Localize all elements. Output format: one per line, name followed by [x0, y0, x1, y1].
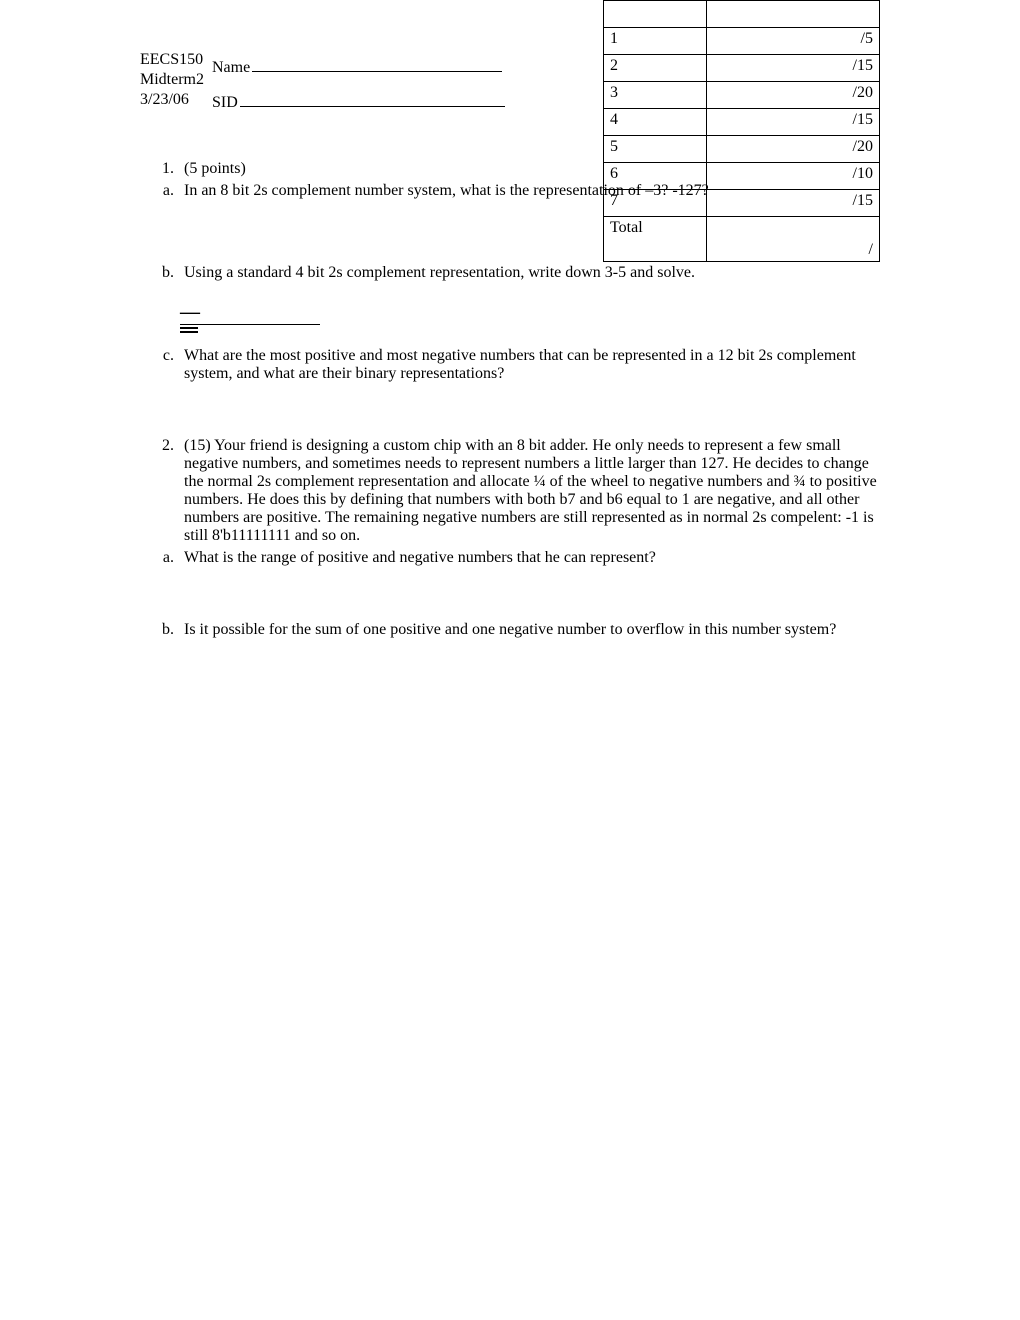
table-row: [604, 1, 880, 28]
q2a-row: a. What is the range of positive and neg…: [140, 549, 880, 567]
table-row: Total/: [604, 217, 880, 262]
table-row: 5/20: [604, 136, 880, 163]
score-label: [604, 1, 707, 28]
table-row: 3/20: [604, 82, 880, 109]
sid-row: SID: [212, 85, 505, 120]
q1b-marker: b.: [140, 264, 184, 282]
q2b-text: Is it possible for the sum of one positi…: [184, 621, 880, 639]
table-row: 1/5: [604, 28, 880, 55]
minus-icon: —: [180, 302, 198, 322]
q2-text: (15) Your friend is designing a custom c…: [184, 437, 880, 545]
exam-name: Midterm2: [140, 70, 204, 90]
q1c-row: c. What are the most positive and most n…: [140, 347, 880, 383]
gap-q2a: [140, 571, 880, 621]
page: 1/52/153/204/155/206/107/15Total/ EECS15…: [0, 0, 1020, 683]
math-rule: [180, 324, 320, 325]
course-code: EECS150: [140, 50, 204, 70]
name-label: Name: [212, 59, 250, 76]
sid-blank[interactable]: [240, 90, 505, 107]
q1-marker: 1.: [140, 160, 184, 178]
course-info: EECS150 Midterm2 3/23/06: [140, 50, 204, 110]
score-points: /: [707, 217, 880, 262]
score-table-body: 1/52/153/204/155/206/107/15Total/: [604, 1, 880, 262]
score-points: /20: [707, 82, 880, 109]
q2-marker: 2.: [140, 437, 184, 545]
score-label: 5: [604, 136, 707, 163]
q2b-row: b. Is it possible for the sum of one pos…: [140, 621, 880, 639]
score-points: /10: [707, 163, 880, 190]
q1a-marker: a.: [140, 182, 184, 200]
equals-top: [180, 327, 198, 329]
exam-date: 3/23/06: [140, 90, 204, 110]
table-row: 4/15: [604, 109, 880, 136]
q1c-marker: c.: [140, 347, 184, 383]
score-label: 1: [604, 28, 707, 55]
score-points: /20: [707, 136, 880, 163]
score-points: /5: [707, 28, 880, 55]
score-label: 4: [604, 109, 707, 136]
name-sid-block: Name SID: [212, 50, 505, 120]
score-table: 1/52/153/204/155/206/107/15Total/: [603, 0, 880, 262]
name-row: Name: [212, 50, 505, 85]
score-points: /15: [707, 109, 880, 136]
score-label: 7: [604, 190, 707, 217]
score-label: 3: [604, 82, 707, 109]
q2a-marker: a.: [140, 549, 184, 567]
gap-q1c: [140, 387, 880, 437]
table-row: 6/10: [604, 163, 880, 190]
subtraction-template: —: [180, 302, 320, 333]
math-top-row: —: [180, 302, 320, 322]
table-row: 2/15: [604, 55, 880, 82]
score-label: 6: [604, 163, 707, 190]
sid-label: SID: [212, 94, 238, 111]
score-points: /15: [707, 55, 880, 82]
score-label: Total: [604, 217, 707, 262]
equals-bottom: [180, 331, 198, 333]
score-points: /15: [707, 190, 880, 217]
q2a-text: What is the range of positive and negati…: [184, 549, 880, 567]
q1b-text: Using a standard 4 bit 2s complement rep…: [184, 264, 880, 282]
score-points: [707, 1, 880, 28]
name-blank[interactable]: [252, 55, 502, 72]
q1c-text: What are the most positive and most nega…: [184, 347, 880, 383]
q1b-row: b. Using a standard 4 bit 2s complement …: [140, 264, 880, 282]
score-label: 2: [604, 55, 707, 82]
q2-row: 2. (15) Your friend is designing a custo…: [140, 437, 880, 545]
q2b-marker: b.: [140, 621, 184, 639]
table-row: 7/15: [604, 190, 880, 217]
